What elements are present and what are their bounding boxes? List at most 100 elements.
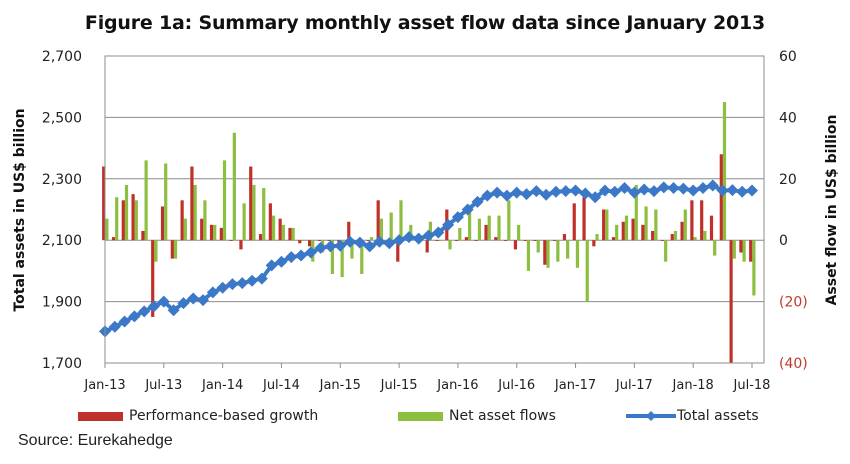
bar-performance [484, 224, 488, 241]
bar-flows [664, 240, 668, 262]
marker-total-assets [491, 186, 504, 199]
marker-total-assets [726, 184, 739, 197]
marker-total-assets [187, 292, 200, 305]
marker-total-assets [412, 232, 425, 245]
y2-tick-label: 40 [779, 110, 797, 126]
bar-performance [111, 237, 116, 241]
marker-total-assets [255, 272, 268, 285]
bar-flows [703, 230, 707, 241]
marker-total-assets [628, 186, 641, 199]
legend-item-flows: Net asset flows [398, 408, 556, 424]
bar-performance [582, 197, 586, 241]
marker-total-assets [451, 211, 464, 224]
bar-performance [102, 166, 106, 241]
marker-total-assets [393, 234, 406, 247]
marker-total-assets [696, 182, 709, 195]
marker-total-assets [706, 179, 719, 192]
bar-flows [644, 206, 648, 241]
marker-total-assets [304, 246, 317, 259]
bar-flows [389, 212, 393, 241]
plot-frame [104, 55, 765, 364]
bar-flows [369, 237, 374, 241]
bar-performance [347, 221, 351, 241]
marker-total-assets [540, 188, 553, 201]
bar-performance [729, 240, 733, 363]
bar-flows [595, 234, 599, 241]
legend-label-flows: Net asset flows [449, 408, 556, 424]
bar-flows [340, 240, 344, 278]
y-tick-label: 2,100 [42, 233, 82, 249]
bar-flows [115, 197, 119, 241]
bar-performance [190, 166, 194, 241]
bar-flows [732, 240, 736, 259]
bar-performance [660, 240, 665, 241]
bar-performance [602, 209, 606, 241]
bar-flows [693, 237, 697, 241]
bar-performance [268, 203, 272, 241]
bar-performance [553, 240, 557, 241]
marker-total-assets [481, 189, 494, 202]
marker-total-assets [324, 240, 337, 253]
bar-performance [631, 218, 635, 241]
x-tick-label: Jul-16 [497, 378, 535, 393]
marker-total-assets [246, 274, 259, 287]
bar-flows [713, 240, 717, 256]
bar-performance [239, 240, 243, 250]
marker-total-assets [236, 277, 249, 290]
bar-performance [464, 237, 469, 241]
marker-total-assets [569, 184, 582, 197]
bar-performance [396, 240, 400, 262]
legend-item-performance: Performance-based growth [78, 408, 318, 424]
y2-tick-label: (40) [779, 356, 808, 372]
bar-performance [543, 240, 547, 265]
legend-swatch-performance [78, 411, 123, 421]
bar-flows [203, 200, 207, 241]
marker-total-assets [530, 185, 543, 198]
bar-performance [611, 237, 616, 241]
bar-flows [173, 240, 178, 259]
bar-flows [634, 184, 638, 241]
marker-total-assets [177, 297, 190, 310]
bar-flows [742, 240, 746, 262]
bar-flows [399, 200, 403, 241]
bar-performance [572, 203, 576, 241]
bar-flows [752, 240, 756, 296]
y-tick-label: 2,500 [42, 110, 82, 126]
marker-total-assets [373, 235, 386, 248]
bar-flows [605, 209, 609, 241]
marker-total-assets [108, 320, 121, 333]
marker-total-assets [275, 255, 288, 268]
bar-flows [330, 240, 334, 274]
x-tick-label: Jul-13 [144, 378, 182, 393]
bar-performance [651, 230, 655, 241]
marker-total-assets [687, 184, 700, 197]
y2-tick-label: 60 [779, 49, 797, 65]
bar-flows [193, 184, 197, 241]
x-tick-label: Jan-15 [319, 378, 361, 393]
bar-performance [317, 240, 321, 241]
bar-performance [749, 240, 753, 262]
legend-label-performance: Performance-based growth [129, 408, 319, 424]
bar-flows [585, 240, 589, 302]
bar-performance [621, 221, 625, 241]
bar-performance [513, 240, 518, 250]
legend-item-total: Total assets [625, 408, 759, 424]
line-total-assets [104, 183, 753, 334]
legend-label-total: Total assets [677, 408, 759, 424]
bar-flows [164, 163, 168, 241]
y2-tick-label: 20 [779, 172, 797, 188]
bar-performance [307, 240, 312, 247]
marker-total-assets [520, 188, 533, 201]
legend-line-total-icon [626, 411, 676, 421]
marker-total-assets [510, 186, 523, 199]
y-tick-label: 1,700 [42, 356, 82, 372]
bar-flows [242, 203, 246, 241]
bar-flows [448, 240, 452, 250]
bar-flows [526, 240, 531, 271]
marker-total-assets [265, 259, 278, 272]
bar-performance [592, 240, 596, 247]
bar-performance [435, 240, 439, 241]
bar-flows [497, 215, 501, 241]
bar-performance [533, 240, 537, 241]
bar-performance [366, 240, 370, 241]
